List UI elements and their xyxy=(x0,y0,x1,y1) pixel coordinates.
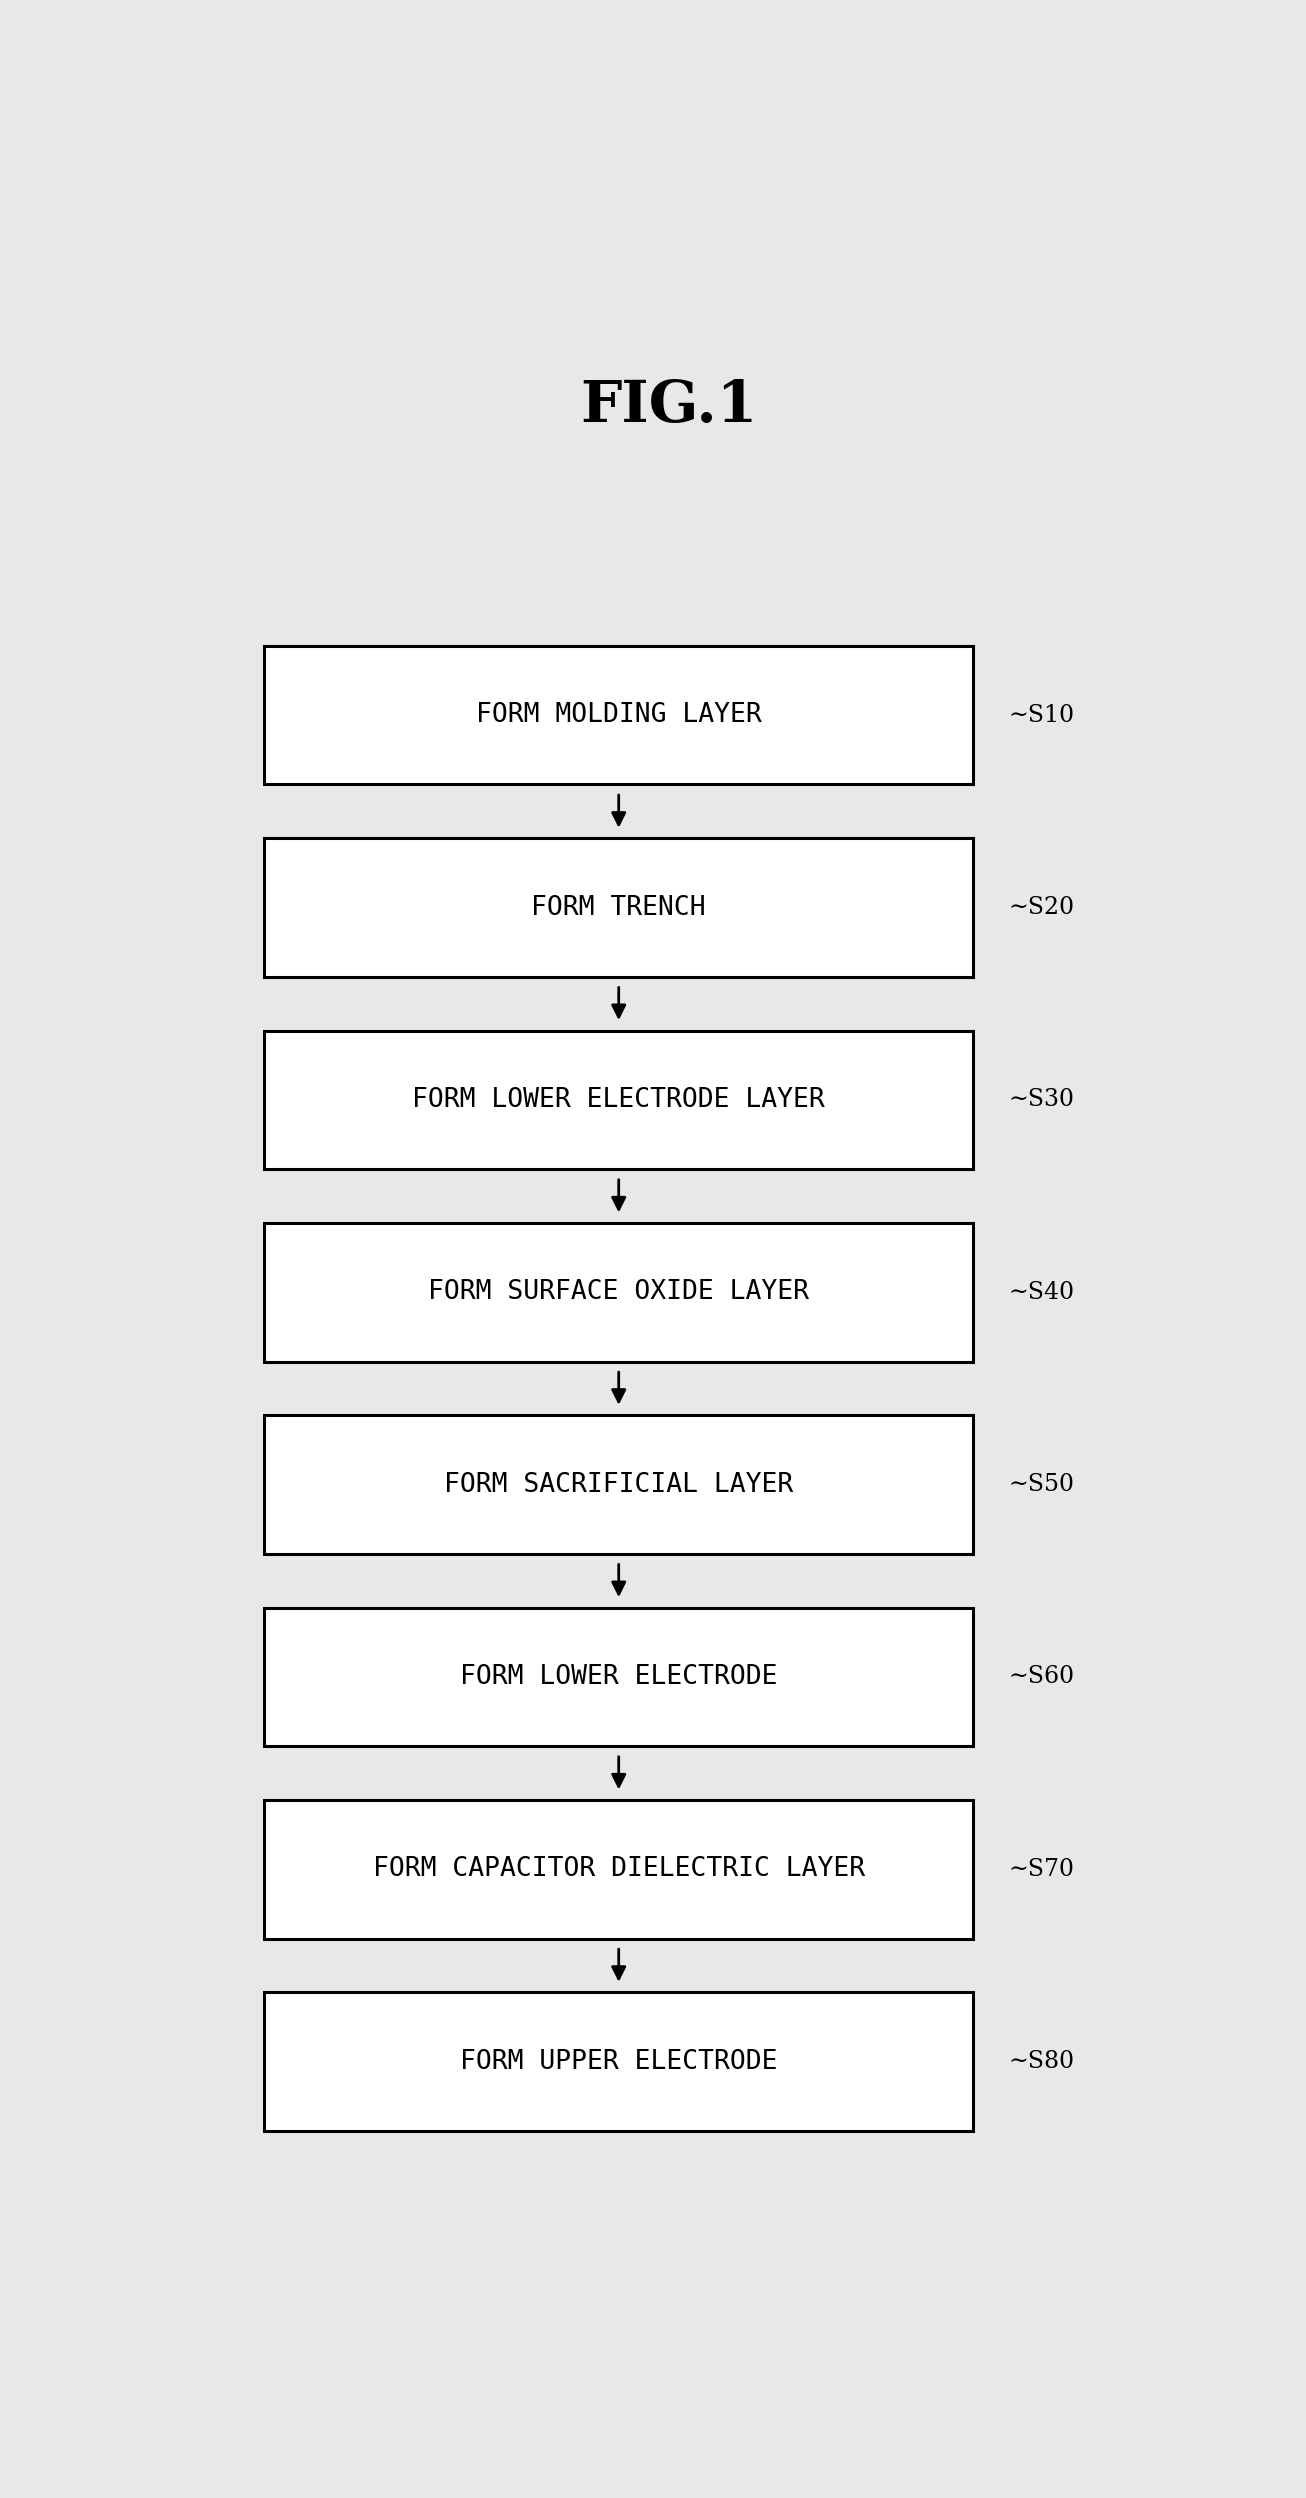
Bar xyxy=(265,839,973,977)
Text: ∼S60: ∼S60 xyxy=(1008,1666,1075,1689)
Text: FORM LOWER ELECTRODE: FORM LOWER ELECTRODE xyxy=(460,1664,777,1691)
Text: ∼S70: ∼S70 xyxy=(1008,1859,1075,1881)
Text: FORM SACRIFICIAL LAYER: FORM SACRIFICIAL LAYER xyxy=(444,1471,793,1499)
Text: ∼S20: ∼S20 xyxy=(1008,897,1075,919)
Bar xyxy=(265,1416,973,1554)
Bar xyxy=(265,1993,973,2131)
Text: ∼S10: ∼S10 xyxy=(1008,704,1075,727)
Text: FORM TRENCH: FORM TRENCH xyxy=(532,894,707,922)
Bar xyxy=(265,1609,973,1746)
Bar xyxy=(265,1224,973,1361)
Text: FIG.1: FIG.1 xyxy=(581,377,757,435)
Text: FORM SURFACE OXIDE LAYER: FORM SURFACE OXIDE LAYER xyxy=(428,1279,810,1306)
Text: ∼S50: ∼S50 xyxy=(1008,1474,1075,1496)
Text: FORM LOWER ELECTRODE LAYER: FORM LOWER ELECTRODE LAYER xyxy=(413,1087,825,1114)
Bar xyxy=(265,647,973,784)
Bar xyxy=(265,1801,973,1938)
Text: FORM MOLDING LAYER: FORM MOLDING LAYER xyxy=(475,702,761,729)
Text: FORM UPPER ELECTRODE: FORM UPPER ELECTRODE xyxy=(460,2048,777,2076)
Bar xyxy=(265,1032,973,1169)
Text: FORM CAPACITOR DIELECTRIC LAYER: FORM CAPACITOR DIELECTRIC LAYER xyxy=(372,1856,865,1883)
Text: ∼S30: ∼S30 xyxy=(1008,1089,1075,1112)
Text: ∼S40: ∼S40 xyxy=(1008,1281,1075,1304)
Text: ∼S80: ∼S80 xyxy=(1008,2051,1075,2073)
